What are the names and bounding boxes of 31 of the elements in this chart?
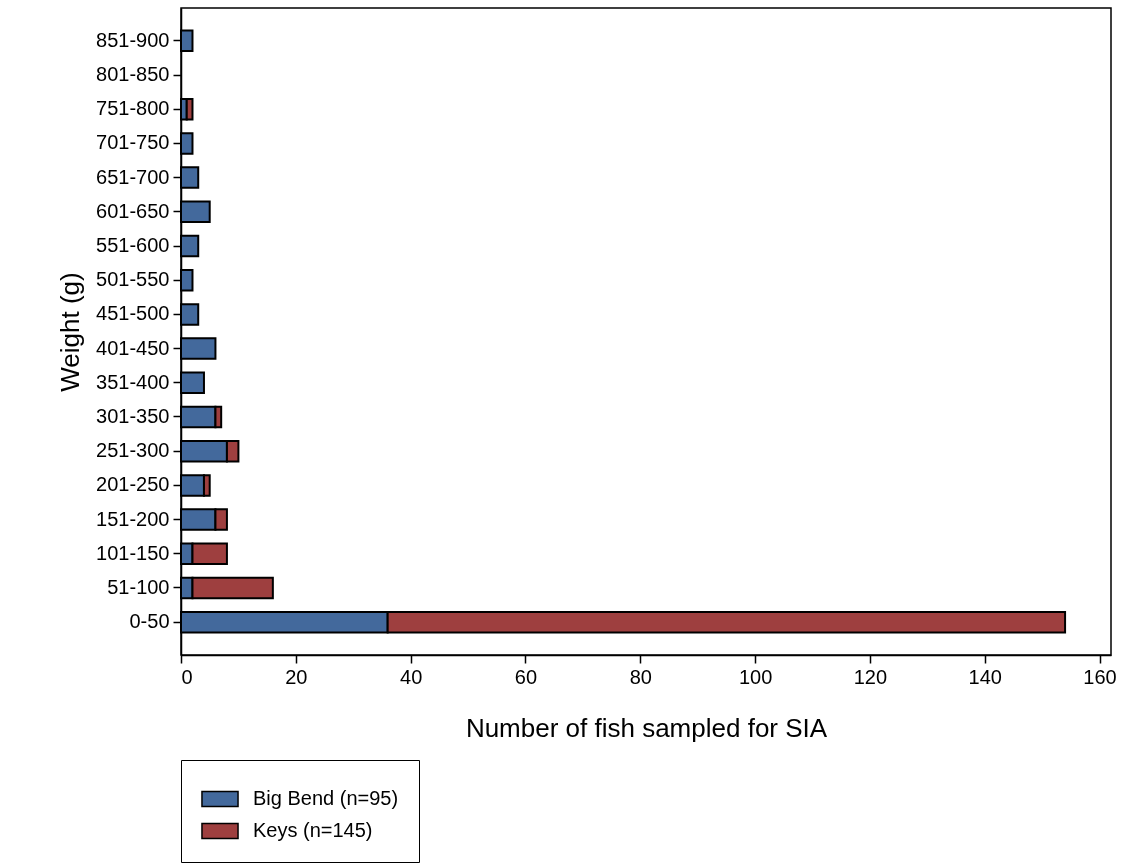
y-tick-label: 51-100 xyxy=(107,575,170,598)
x-axis-title: Number of fish sampled for SIA xyxy=(465,712,828,743)
y-tick-label: 301-350 xyxy=(96,404,170,427)
y-tick-label: 551-600 xyxy=(96,234,170,257)
x-tick-label: 60 xyxy=(514,665,538,688)
y-tick-label: 151-200 xyxy=(96,507,170,530)
y-tick-label: 851-900 xyxy=(96,28,170,51)
y-tick-label: 351-400 xyxy=(96,370,170,393)
y-tick-label: 201-250 xyxy=(96,473,170,496)
x-tick-label: 20 xyxy=(285,665,308,688)
legend-label: Keys (n=145) xyxy=(253,819,373,841)
x-tick-label: 40 xyxy=(400,665,423,688)
x-tick-label: 100 xyxy=(738,665,773,688)
x-tick-label: 80 xyxy=(629,665,652,688)
y-tick-label: 751-800 xyxy=(96,97,170,120)
y-tick-label: 501-550 xyxy=(96,268,170,291)
y-tick-label: 0-50 xyxy=(129,610,170,633)
x-tick-label: 120 xyxy=(853,665,888,688)
y-tick-label: 251-300 xyxy=(96,439,170,462)
x-tick-label: 160 xyxy=(1083,665,1117,688)
y-tick-label: 801-850 xyxy=(96,63,170,86)
y-axis-title: Weight (g) xyxy=(55,272,86,392)
y-tick-label: 601-650 xyxy=(96,199,170,222)
x-tick-label: 140 xyxy=(968,665,1002,688)
x-tick-label: 0 xyxy=(181,665,193,688)
y-tick-label: 401-450 xyxy=(96,336,170,359)
legend-label: Big Bend (n=95) xyxy=(253,787,399,809)
y-tick-label: 451-500 xyxy=(96,302,170,325)
y-tick-label: 701-750 xyxy=(96,131,170,154)
y-tick-label: 101-150 xyxy=(96,541,170,564)
y-tick-label: 651-700 xyxy=(96,165,170,188)
